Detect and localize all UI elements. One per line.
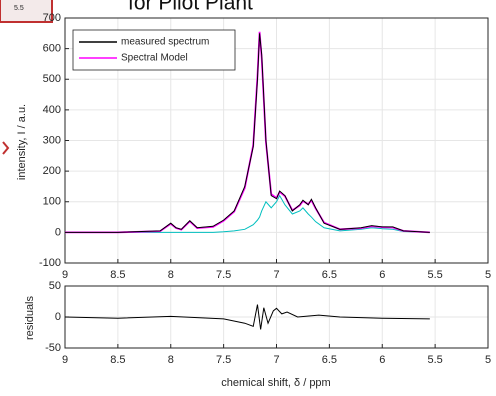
x-tick-label: 5.5	[427, 354, 442, 366]
y-tick-label: 50	[49, 280, 61, 292]
x-tick-label: 7	[273, 269, 279, 281]
y-tick-label: -100	[39, 257, 61, 269]
x-tick-label: 8.5	[110, 269, 125, 281]
x-tick-label: 8	[168, 269, 174, 281]
thumbnail	[0, 0, 53, 23]
data-line	[64, 304, 430, 330]
y-axis-label: intensity, I / a.u.	[16, 104, 28, 180]
x-tick-label: 5	[485, 269, 491, 281]
y-tick-label: 700	[43, 12, 61, 24]
x-tick-label: 9	[62, 354, 68, 366]
y-tick-label: 600	[43, 43, 61, 55]
y-tick-label: 500	[43, 73, 61, 85]
y-tick-label: -50	[45, 342, 61, 354]
y-tick-label: 400	[43, 104, 61, 116]
chart-title: for Pilot Plant	[128, 0, 253, 15]
y-axis-label: residuals	[24, 295, 36, 340]
x-tick-label: 5.5	[427, 269, 442, 281]
y-tick-label: 300	[43, 134, 61, 146]
y-tick-label: 200	[43, 165, 61, 177]
x-tick-label: 7	[273, 354, 279, 366]
y-tick-label: 0	[55, 226, 61, 238]
y-tick-label: 100	[43, 196, 61, 208]
legend-box	[72, 29, 236, 71]
x-tick-label: 8.5	[110, 354, 125, 366]
x-tick-label: 6	[379, 354, 385, 366]
data-line	[65, 194, 430, 233]
legend-label: Spectral Model	[121, 53, 188, 64]
x-tick-label: 6.5	[322, 269, 337, 281]
thumbnail-label: 5.5	[14, 5, 24, 12]
x-axis-label: chemical shift, δ / ppm	[221, 377, 330, 389]
x-tick-label: 6	[379, 269, 385, 281]
y-tick-label: 0	[55, 311, 61, 323]
x-tick-label: 5	[485, 354, 491, 366]
chevron	[2, 141, 10, 155]
x-tick-label: 9	[62, 269, 68, 281]
legend-label: measured spectrum	[121, 37, 209, 48]
plot-frame	[64, 17, 489, 264]
x-tick-label: 8	[168, 354, 174, 366]
data-line	[65, 33, 430, 233]
x-tick-label: 7.5	[216, 269, 231, 281]
x-tick-label: 7.5	[216, 354, 231, 366]
x-tick-label: 6.5	[322, 354, 337, 366]
